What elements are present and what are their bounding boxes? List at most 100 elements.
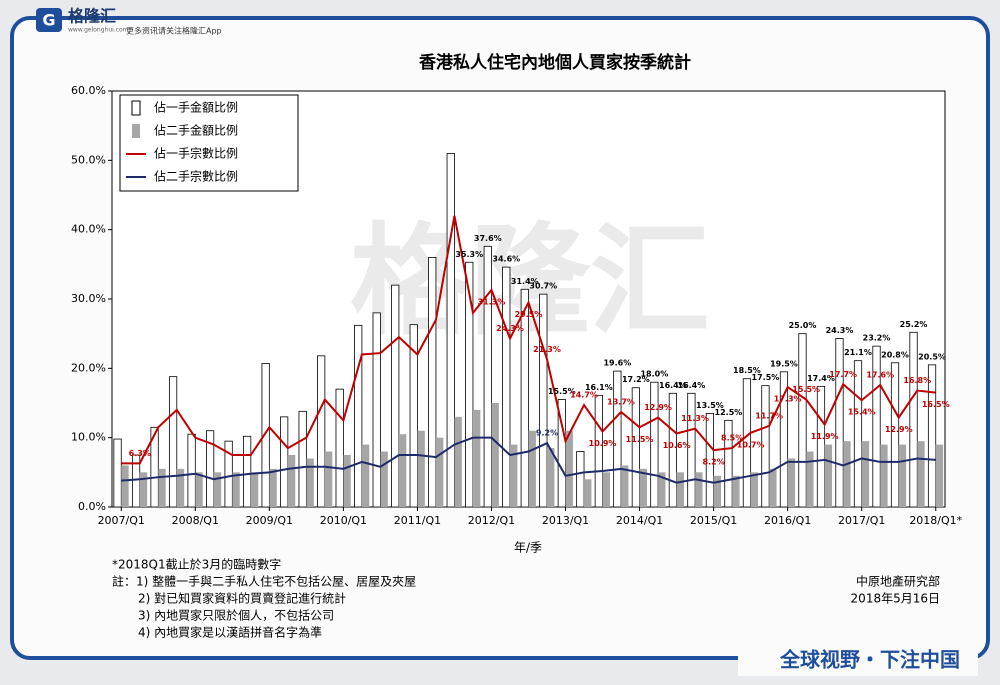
- x-tick-label: 2016/Q1: [764, 514, 811, 527]
- data-label: 23.2%: [863, 334, 891, 343]
- bar: [539, 293, 548, 508]
- bar: [417, 430, 425, 507]
- bar: [150, 426, 159, 508]
- footer: 全球视野・下注中国: [779, 648, 960, 672]
- bar: [787, 458, 796, 507]
- x-tick-label: 2013/Q1: [542, 514, 589, 527]
- bar: [343, 455, 351, 507]
- bar: [769, 468, 777, 507]
- bar: [335, 388, 344, 508]
- bar: [528, 430, 536, 507]
- bar: [520, 288, 529, 508]
- bar: [324, 451, 333, 507]
- data-label: 17.3%: [774, 395, 802, 404]
- bar: [428, 256, 437, 508]
- data-label: 35.3%: [455, 250, 483, 259]
- bar: [898, 444, 907, 507]
- bar: [113, 438, 122, 508]
- legend-label: 佔二手金額比例: [154, 123, 238, 138]
- bar: [806, 451, 814, 507]
- y-tick-label: 60.0%: [71, 84, 106, 97]
- bar: [398, 434, 407, 507]
- note: 3) 內地買家只限於個人，不包括公司: [138, 608, 334, 623]
- data-label: 11.3%: [681, 414, 709, 423]
- note: 註：1) 整體一手與二手私人住宅不包括公屋、居屋及夾屋: [112, 574, 416, 589]
- data-label: 12.9%: [885, 425, 913, 434]
- data-label: 12.5%: [715, 408, 743, 417]
- legend-label: 佔二手宗數比例: [154, 169, 238, 184]
- bar: [391, 284, 400, 508]
- bar: [602, 472, 610, 507]
- bar: [287, 455, 296, 507]
- legend-label: 佔一手宗數比例: [154, 146, 238, 161]
- data-label: 37.6%: [474, 234, 502, 243]
- bar: [176, 468, 185, 507]
- note: *2018Q1截止於3月的臨時數字: [112, 557, 281, 572]
- bar: [280, 416, 289, 508]
- bar: [269, 468, 277, 507]
- bar: [298, 410, 307, 508]
- data-label: 19.6%: [603, 359, 631, 368]
- line: [121, 436, 936, 484]
- legend-swatch: [131, 100, 141, 116]
- data-label: 30.7%: [529, 282, 557, 291]
- y-tick-label: 50.0%: [71, 153, 106, 166]
- bar: [121, 465, 129, 507]
- bar: [206, 430, 215, 508]
- data-label: 11.7%: [755, 411, 783, 420]
- data-label: 9.2%: [536, 429, 558, 438]
- data-label: 10.7%: [737, 440, 765, 449]
- data-label: 20.8%: [881, 350, 909, 359]
- bar: [547, 448, 555, 507]
- data-label: 16.5%: [922, 400, 950, 409]
- data-label: 18.5%: [733, 366, 761, 375]
- site: www.gelonghui.com: [68, 27, 129, 34]
- data-label: 15.5%: [548, 387, 576, 396]
- bar: [472, 409, 481, 507]
- y-tick-label: 40.0%: [71, 223, 106, 236]
- bar: [935, 444, 944, 507]
- bar: [639, 468, 647, 507]
- data-label: 34.6%: [492, 255, 520, 264]
- bar: [927, 364, 937, 508]
- data-label: 17.2%: [622, 375, 650, 384]
- data-label: 17.4%: [807, 374, 835, 383]
- bar: [695, 472, 703, 507]
- logo-icon: [36, 8, 62, 32]
- bar: [409, 324, 418, 508]
- bar: [465, 261, 474, 508]
- data-label: 17.5%: [752, 373, 780, 382]
- data-label: 20.5%: [918, 352, 946, 361]
- bar: [250, 472, 259, 507]
- bar: [835, 338, 844, 508]
- x-tick-label: 2014/Q1: [616, 514, 663, 527]
- tagline: 更多资讯请关注格隆汇App: [126, 26, 222, 36]
- bar: [779, 371, 789, 508]
- data-label: 29.5%: [515, 310, 543, 319]
- y-tick-label: 30.0%: [71, 292, 106, 305]
- y-tick-label: 0.0%: [78, 500, 106, 513]
- bar: [584, 479, 592, 507]
- x-tick-label: 2010/Q1: [320, 514, 367, 527]
- data-label: 25.0%: [789, 321, 817, 330]
- data-label: 8.5%: [721, 434, 743, 443]
- bar: [243, 435, 252, 508]
- y-tick-label: 20.0%: [71, 361, 106, 374]
- bar: [576, 451, 585, 508]
- source-date: 2018年5月16日: [851, 592, 940, 606]
- data-label: 15.5%: [792, 385, 820, 394]
- footer-bg: [738, 646, 978, 676]
- data-label: 16.8%: [903, 376, 931, 385]
- bar: [872, 345, 881, 508]
- bar: [232, 472, 240, 507]
- bar: [843, 441, 851, 507]
- data-label: 25.2%: [900, 320, 928, 329]
- data-label: 6.3%: [129, 449, 151, 458]
- data-label: 21.3%: [533, 345, 561, 354]
- bar: [621, 465, 629, 507]
- bar: [187, 433, 196, 508]
- bar: [483, 245, 492, 508]
- note: 4) 內地買家是以漢語拼音名字為準: [138, 625, 322, 640]
- bar: [650, 381, 659, 508]
